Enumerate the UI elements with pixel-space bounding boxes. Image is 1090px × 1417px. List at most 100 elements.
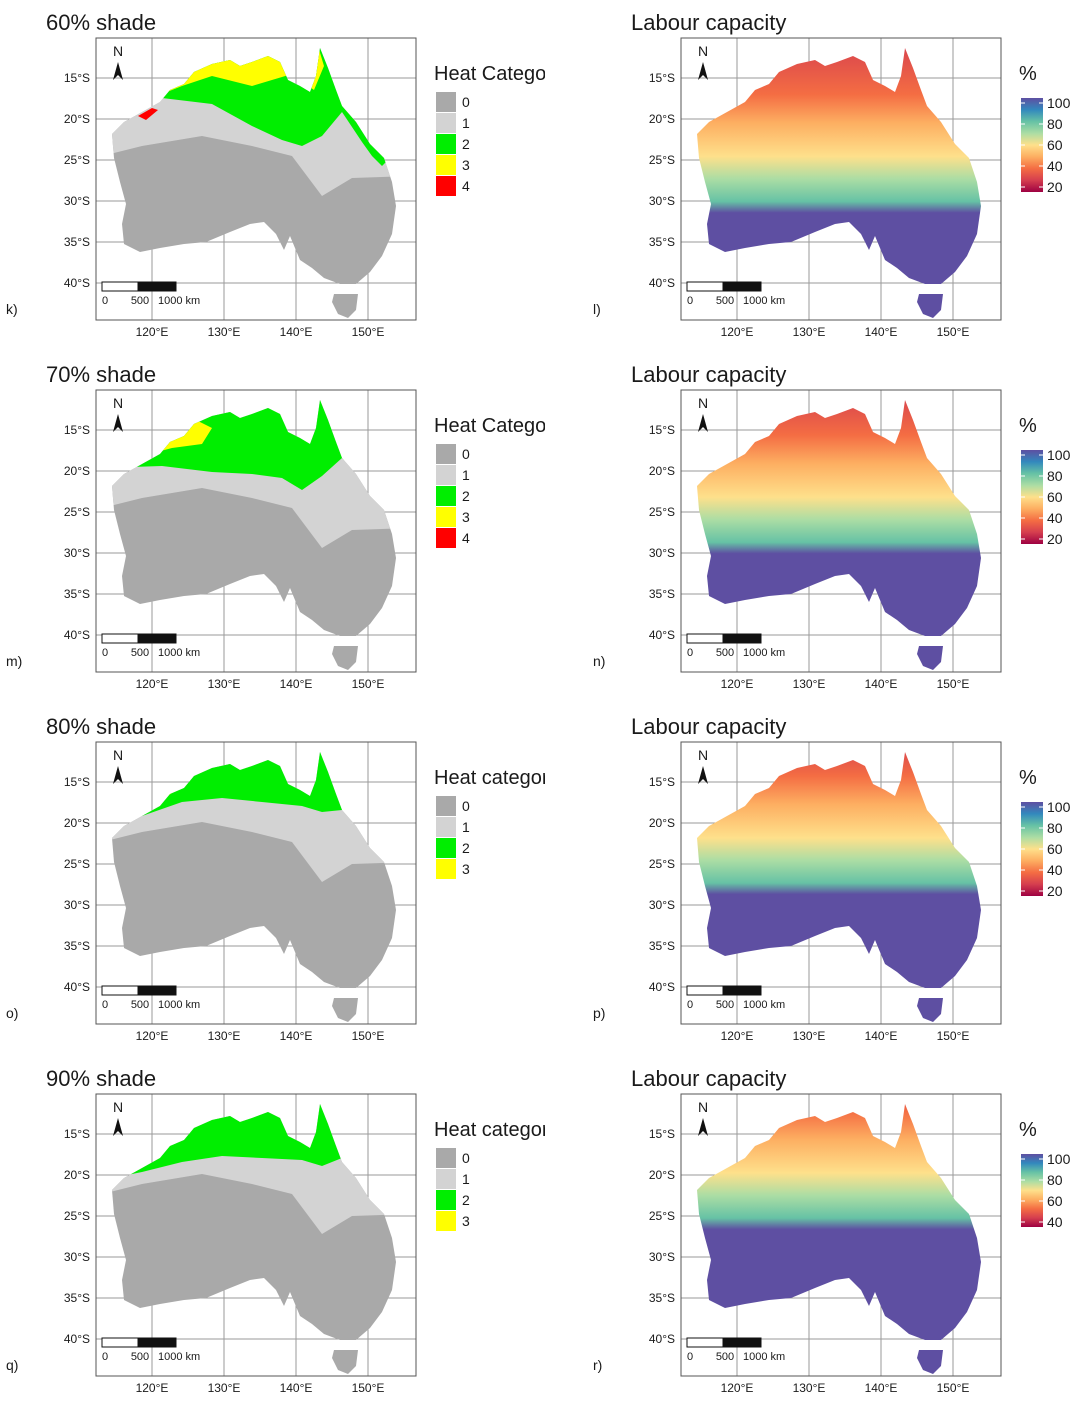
lon-tick-label: 150°E <box>352 1029 385 1043</box>
legend-label: 0 <box>462 1150 470 1166</box>
colorbar <box>1021 1154 1043 1227</box>
north-arrow-label: N <box>698 395 708 411</box>
colorbar-title: % <box>1019 415 1037 437</box>
lon-tick-label: 150°E <box>352 677 385 691</box>
lat-tick-label: 15°S <box>64 775 90 789</box>
lat-tick-label: 35°S <box>64 235 90 249</box>
lat-tick-label: 30°S <box>64 546 90 560</box>
scale-label-1000: 1000 km <box>743 295 785 307</box>
lat-tick-label: 30°S <box>649 194 675 208</box>
scale-bar-black <box>137 985 177 996</box>
lat-tick-label: 40°S <box>64 276 90 290</box>
scale-bar: 0 500 1000 km <box>101 633 200 659</box>
lat-tick-label: 30°S <box>64 898 90 912</box>
legend-swatch <box>436 507 456 527</box>
scale-bar-white <box>686 1337 724 1348</box>
scale-bar: 0 500 1000 km <box>686 633 785 659</box>
north-arrow: N <box>113 747 123 784</box>
scale-label-500: 500 <box>131 999 149 1011</box>
lon-tick-label: 130°E <box>793 1029 826 1043</box>
legend-label: 1 <box>462 115 470 131</box>
north-arrow-icon <box>113 414 123 432</box>
north-arrow-icon <box>698 414 708 432</box>
map-frame <box>95 1093 417 1377</box>
lon-tick-label: 140°E <box>865 677 898 691</box>
scale-bar-white <box>686 633 724 644</box>
lon-tick-label: 120°E <box>136 677 169 691</box>
lat-tick-label: 20°S <box>649 464 675 478</box>
lat-tick-label: 35°S <box>64 939 90 953</box>
lat-tick-label: 30°S <box>64 194 90 208</box>
scale-label-1000: 1000 km <box>158 647 200 659</box>
lat-tick-label: 25°S <box>64 857 90 871</box>
lon-tick-label: 130°E <box>208 1381 241 1395</box>
panel-title: Labour capacity <box>631 1066 786 1091</box>
lat-tick-label: 35°S <box>649 235 675 249</box>
legend-title: Heat Category <box>434 415 545 437</box>
lat-tick-label: 25°S <box>649 505 675 519</box>
heat-panel: 70% shade m) 15°S 20°S 25°S 30°S 35°S 40°S 120°E… <box>6 362 545 691</box>
panel-title: 70% shade <box>46 362 156 387</box>
scale-label-0: 0 <box>687 1351 693 1363</box>
map-frame <box>680 1093 1002 1377</box>
scale-bar-white <box>101 985 139 996</box>
lon-tick-label: 150°E <box>937 1029 970 1043</box>
map-frame <box>95 37 417 321</box>
lon-tick-label: 120°E <box>721 1029 754 1043</box>
legend-label: 2 <box>462 136 470 152</box>
scale-bar-black <box>137 1337 177 1348</box>
north-arrow-label: N <box>698 1099 708 1115</box>
panel-label: n) <box>593 653 605 669</box>
lat-tick-label: 20°S <box>649 112 675 126</box>
scale-label-1000: 1000 km <box>158 999 200 1011</box>
colorbar-tick-label: 80 <box>1047 820 1063 836</box>
lat-tick-label: 20°S <box>64 464 90 478</box>
lon-tick-label: 130°E <box>793 1381 826 1395</box>
north-arrow: N <box>698 43 708 80</box>
lon-tick-label: 130°E <box>793 325 826 339</box>
scale-label-1000: 1000 km <box>743 1351 785 1363</box>
lat-tick-label: 25°S <box>64 1209 90 1223</box>
heat-zone-4 <box>138 108 158 120</box>
panel-title: 80% shade <box>46 714 156 739</box>
colorbar-tick-label: 20 <box>1047 179 1063 195</box>
lat-tick-label: 20°S <box>649 1168 675 1182</box>
lon-tick-label: 120°E <box>721 1381 754 1395</box>
colorbar-tick-label: 20 <box>1047 531 1063 547</box>
lon-tick-label: 120°E <box>136 325 169 339</box>
legend-swatch <box>436 528 456 548</box>
lat-tick-label: 25°S <box>649 1209 675 1223</box>
north-arrow: N <box>113 1099 123 1136</box>
lat-tick-label: 40°S <box>649 1332 675 1346</box>
lat-tick-label: 30°S <box>649 1250 675 1264</box>
lon-tick-label: 150°E <box>937 1381 970 1395</box>
heat-panel: 80% shade o) 15°S 20°S 25°S 30°S 35°S 40°S 120°E… <box>6 714 545 1043</box>
legend-label: 4 <box>462 178 470 194</box>
scale-label-0: 0 <box>687 295 693 307</box>
lat-tick-label: 40°S <box>649 276 675 290</box>
scale-label-1000: 1000 km <box>158 295 200 307</box>
legend-title: Heat Category <box>434 63 545 85</box>
lat-tick-label: 25°S <box>64 505 90 519</box>
lon-tick-label: 120°E <box>721 677 754 691</box>
lat-tick-label: 35°S <box>64 1291 90 1305</box>
scale-label-0: 0 <box>687 647 693 659</box>
legend-swatch <box>436 486 456 506</box>
colorbar-tick-label: 80 <box>1047 468 1063 484</box>
colorbar-title: % <box>1019 63 1037 85</box>
north-arrow-label: N <box>113 395 123 411</box>
legend-swatch <box>436 176 456 196</box>
colorbar-tick-label: 40 <box>1047 862 1063 878</box>
scale-label-0: 0 <box>102 295 108 307</box>
lon-tick-label: 140°E <box>865 1029 898 1043</box>
scale-bar-black <box>722 985 762 996</box>
scale-label-500: 500 <box>716 295 734 307</box>
scale-bar-white <box>101 281 139 292</box>
north-arrow: N <box>113 395 123 432</box>
lat-tick-label: 15°S <box>649 71 675 85</box>
colorbar-title: % <box>1019 767 1037 789</box>
lat-tick-label: 15°S <box>649 1127 675 1141</box>
scale-label-0: 0 <box>102 1351 108 1363</box>
colorbar-tick-label: 80 <box>1047 116 1063 132</box>
